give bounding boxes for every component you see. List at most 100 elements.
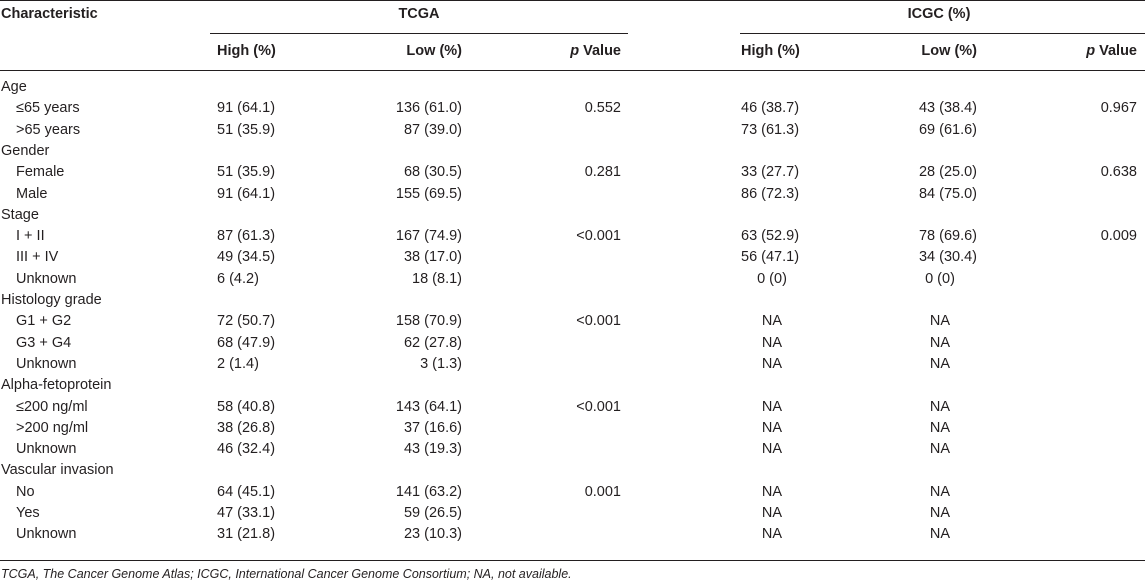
table-row: G3 + G4 68 (47.9) 62 (27.8) NA NA [0, 333, 1145, 354]
icgc-low-cell: 28 (25.0) [918, 164, 977, 181]
tcga-high-cell: 68 (47.9) [217, 334, 276, 351]
tcga-low-cell: 23 (10.3) [403, 526, 462, 543]
table-top-rule [0, 0, 1145, 1]
tcga-low-cell: 141 (63.2) [395, 483, 462, 500]
table-row: Unknown 46 (32.4) 43 (19.3) NA NA [0, 439, 1145, 460]
header-icgc-low: Low (%) [921, 43, 977, 59]
tcga-high-cell: 31 (21.8) [217, 526, 276, 543]
icgc-low-cell: NA [929, 441, 951, 458]
tcga-high-cell: 46 (32.4) [217, 441, 276, 458]
header-characteristic: Characteristic [1, 6, 98, 22]
tcga-high-cell: 49 (34.5) [217, 249, 276, 266]
header-tcga-low: Low (%) [406, 43, 462, 59]
header-icgc-high: High (%) [741, 43, 800, 59]
row-label: >200 ng/ml [16, 419, 89, 436]
icgc-high-cell: 86 (72.3) [741, 185, 800, 202]
table-row: >200 ng/ml 38 (26.8) 37 (16.6) NA NA [0, 418, 1145, 439]
row-label: Male [16, 185, 48, 202]
icgc-high-cell: 33 (27.7) [741, 164, 800, 181]
table-row: I + II 87 (61.3) 167 (74.9) <0.001 63 (52.9)… [0, 226, 1145, 247]
row-label: I + II [16, 228, 45, 245]
icgc-low-cell: 0 (0) [925, 270, 955, 287]
icgc-low-cell: NA [929, 313, 951, 330]
icgc-high-cell: 46 (38.7) [741, 100, 800, 117]
icgc-low-cell: 34 (30.4) [918, 249, 977, 266]
row-label: ≤65 years [16, 100, 80, 117]
tcga-high-cell: 64 (45.1) [217, 483, 276, 500]
icgc-low-cell: NA [929, 526, 951, 543]
icgc-high-cell: NA [761, 526, 783, 543]
tcga-low-cell: 87 (39.0) [403, 121, 462, 138]
row-label: Female [16, 164, 65, 181]
icgc-low-cell: NA [929, 505, 951, 521]
icgc-high-cell: NA [761, 313, 783, 330]
table-row: ≤200 ng/ml 58 (40.8) 143 (64.1) <0.001 NA NA [0, 397, 1145, 418]
tcga-low-cell: 38 (17.0) [403, 249, 462, 266]
icgc-high-cell: NA [761, 355, 783, 372]
category-row: Age [0, 77, 1145, 98]
table-row: Yes 47 (33.1) 59 (26.5) NA NA [0, 503, 1145, 524]
tcga-high-cell: 2 (1.4) [217, 355, 259, 372]
table-footnote: TCGA, The Cancer Genome Atlas; ICGC, Int… [1, 567, 572, 581]
category-label: Gender [1, 142, 50, 159]
category-label: Alpha-fetoprotein [1, 377, 112, 394]
row-label: Yes [16, 505, 40, 521]
tcga-low-cell: 68 (30.5) [403, 164, 462, 181]
icgc-high-cell: NA [761, 483, 783, 500]
tcga-p-cell: 0.001 [584, 483, 621, 500]
tcga-low-cell: 143 (64.1) [395, 398, 462, 415]
header-bottom-rule [0, 70, 1145, 71]
icgc-low-cell: 84 (75.0) [918, 185, 977, 202]
icgc-group-rule [740, 33, 1145, 34]
tcga-p-cell: 0.552 [584, 100, 621, 117]
p-rest: Value [579, 43, 621, 59]
icgc-low-cell: NA [929, 483, 951, 500]
tcga-group-rule [210, 33, 628, 34]
table-row: Female 51 (35.9) 68 (30.5) 0.281 33 (27.7) 28… [0, 162, 1145, 183]
tcga-high-cell: 51 (35.9) [217, 164, 276, 181]
table-row: >65 years 51 (35.9) 87 (39.0) 73 (61.3) 69 (… [0, 120, 1145, 141]
row-label: III + IV [16, 249, 59, 266]
header-tcga-high: High (%) [217, 43, 276, 59]
p-rest: Value [1095, 43, 1137, 59]
tcga-low-cell: 18 (8.1) [412, 270, 462, 287]
row-label: Unknown [16, 441, 77, 458]
category-label: Vascular invasion [1, 462, 114, 479]
table-row: Unknown 2 (1.4) 3 (1.3) NA NA [0, 354, 1145, 375]
row-label: Unknown [16, 355, 77, 372]
table-row: ≤65 years 91 (64.1) 136 (61.0) 0.552 46 (38.… [0, 98, 1145, 119]
icgc-high-cell: 56 (47.1) [741, 249, 800, 266]
category-row: Histology grade [0, 290, 1145, 311]
icgc-low-cell: NA [929, 334, 951, 351]
icgc-low-cell: 78 (69.6) [918, 228, 977, 245]
table-row: III + IV 49 (34.5) 38 (17.0) 56 (47.1) 34 (3… [0, 247, 1145, 268]
tcga-low-cell: 37 (16.6) [403, 419, 462, 436]
icgc-high-cell: 63 (52.9) [741, 228, 800, 245]
tcga-high-cell: 91 (64.1) [217, 185, 276, 202]
category-label: Histology grade [1, 292, 102, 308]
table-bottom-rule [0, 560, 1145, 561]
icgc-low-cell: NA [929, 398, 951, 415]
header-group-tcga: TCGA [398, 6, 440, 22]
tcga-low-cell: 158 (70.9) [395, 313, 462, 330]
row-label: >65 years [16, 121, 81, 138]
icgc-high-cell: 73 (61.3) [741, 121, 800, 138]
tcga-high-cell: 51 (35.9) [217, 121, 276, 138]
icgc-high-cell: NA [761, 505, 783, 521]
row-label: No [16, 483, 35, 500]
tcga-p-cell: <0.001 [576, 228, 621, 245]
icgc-high-cell: NA [761, 419, 783, 436]
row-label: Unknown [16, 526, 77, 543]
table-row: Male 91 (64.1) 155 (69.5) 86 (72.3) 84 (75.0… [0, 184, 1145, 205]
header-tcga-p: p Value [0, 41, 621, 62]
tcga-p-cell: 0.281 [584, 164, 621, 181]
table-row: Unknown 6 (4.2) 18 (8.1) 0 (0) 0 (0) [0, 269, 1145, 290]
subheader-row: High (%) Low (%) p Value High (%) Low (%… [0, 41, 1145, 62]
tcga-high-cell: 38 (26.8) [217, 419, 276, 436]
tcga-low-cell: 3 (1.3) [420, 355, 462, 372]
icgc-low-cell: 43 (38.4) [918, 100, 977, 117]
p-letter: p [1086, 43, 1096, 59]
icgc-low-cell: NA [929, 419, 951, 436]
tcga-low-cell: 167 (74.9) [395, 228, 462, 245]
